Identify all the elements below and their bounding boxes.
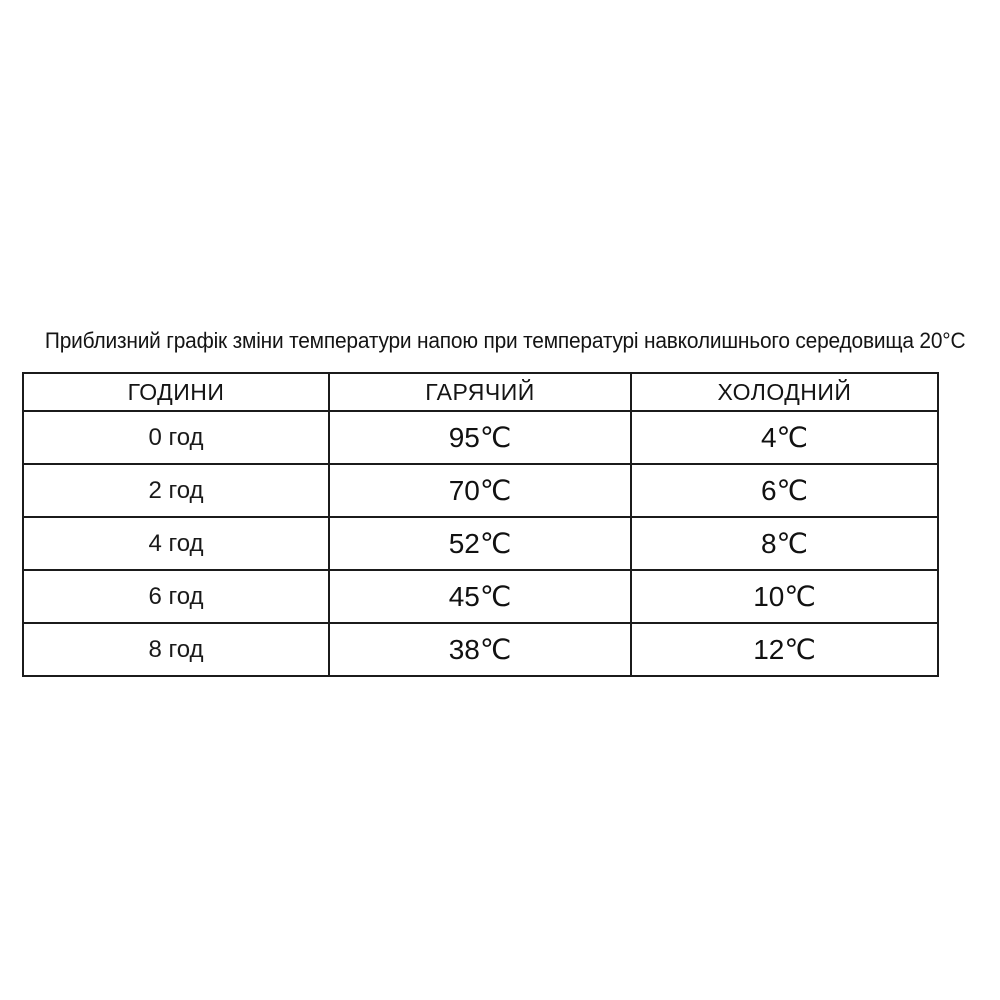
page-title: Приблизний графік зміни температури напо… bbox=[44, 328, 966, 353]
table-row: 8 год 38℃ 12℃ bbox=[22, 622, 939, 677]
cell-hours: 2 год bbox=[22, 463, 330, 518]
cell-cold-temp: 6℃ bbox=[630, 463, 939, 518]
temperature-table: ГОДИНИ ГАРЯЧИЙ ХОЛОДНИЙ 0 год 95℃ 4℃ 2 г… bbox=[22, 372, 939, 677]
cell-hot-temp: 95℃ bbox=[328, 410, 632, 465]
cell-hot-temp: 45℃ bbox=[328, 569, 632, 624]
cell-hot-temp: 38℃ bbox=[328, 622, 632, 677]
cell-hours: 6 год bbox=[22, 569, 330, 624]
cell-hours: 0 год bbox=[22, 410, 330, 465]
column-header-cold: ХОЛОДНИЙ bbox=[630, 372, 939, 412]
cell-cold-temp: 4℃ bbox=[630, 410, 939, 465]
cell-cold-temp: 8℃ bbox=[630, 516, 939, 571]
column-header-hot: ГАРЯЧИЙ bbox=[328, 372, 632, 412]
table-row: 0 год 95℃ 4℃ bbox=[22, 410, 939, 465]
table-header-row: ГОДИНИ ГАРЯЧИЙ ХОЛОДНИЙ bbox=[22, 372, 939, 412]
cell-cold-temp: 10℃ bbox=[630, 569, 939, 624]
table-row: 6 год 45℃ 10℃ bbox=[22, 569, 939, 624]
column-header-hours: ГОДИНИ bbox=[22, 372, 330, 412]
table-row: 2 год 70℃ 6℃ bbox=[22, 463, 939, 518]
cell-hot-temp: 52℃ bbox=[328, 516, 632, 571]
cell-hot-temp: 70℃ bbox=[328, 463, 632, 518]
cell-hours: 4 год bbox=[22, 516, 330, 571]
cell-hours: 8 год bbox=[22, 622, 330, 677]
table-row: 4 год 52℃ 8℃ bbox=[22, 516, 939, 571]
cell-cold-temp: 12℃ bbox=[630, 622, 939, 677]
